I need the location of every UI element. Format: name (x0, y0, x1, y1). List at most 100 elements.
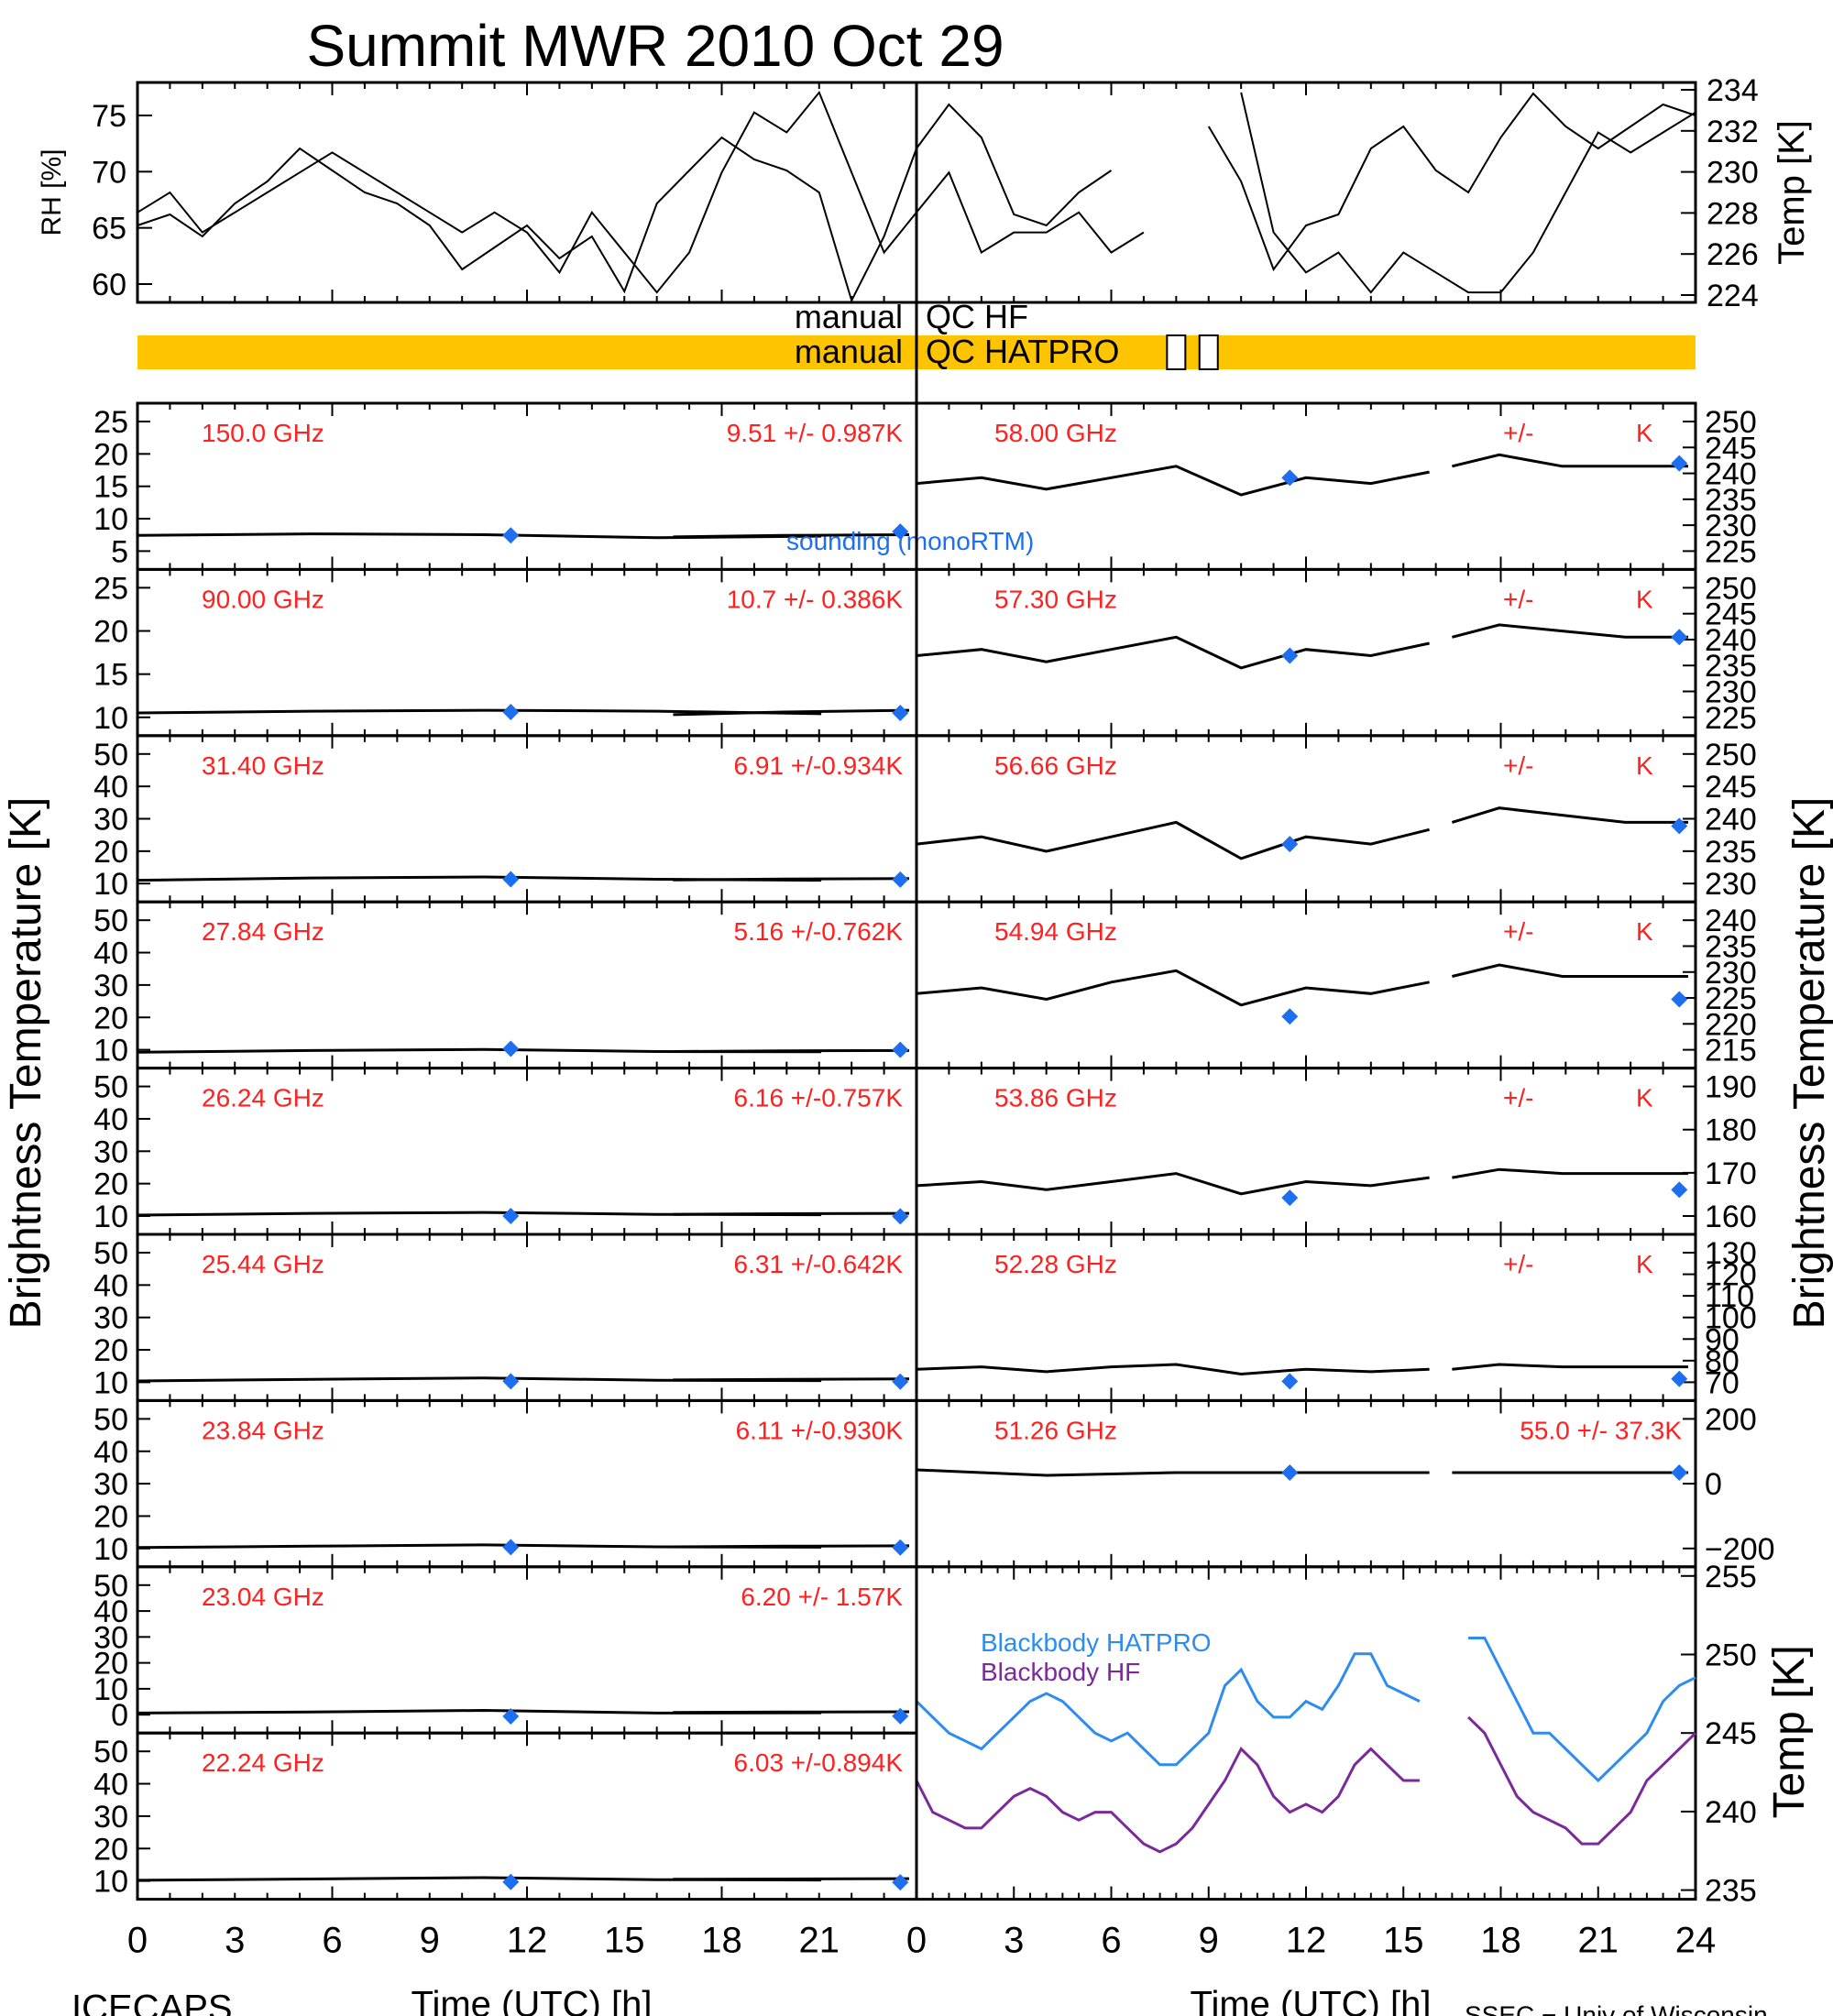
rh-ytick-label: 65 (92, 212, 126, 247)
channel-ytick-label: 15 (93, 658, 128, 693)
channel-ytick-label: 30 (93, 1800, 128, 1835)
x-tick-label: 6 (1101, 1921, 1121, 1961)
sounding-marker (1671, 1181, 1688, 1199)
sounding-marker (502, 704, 520, 721)
sounding-marker (1671, 991, 1688, 1008)
channel-ytick-label: 10 (93, 867, 128, 902)
rh-ytick-label: 75 (92, 99, 126, 134)
channel-line (673, 1048, 910, 1053)
sounding-marker (502, 1708, 520, 1726)
channel-ytick-label: 20 (93, 1333, 128, 1368)
channel-ytick-label: 10 (93, 701, 128, 736)
x-tick-label: 21 (799, 1921, 840, 1961)
x-tick-label: 3 (225, 1921, 245, 1961)
channel-ytick-label: 30 (93, 803, 128, 838)
channel-ytick-label: 10 (93, 1865, 128, 1900)
x-tick-label: 9 (1199, 1921, 1219, 1961)
channel-ytick-label: 30 (93, 1301, 128, 1336)
channel-ytick-label: 0 (111, 1698, 128, 1733)
channel-ytick-label: 30 (93, 969, 128, 1003)
x-tick-label: 15 (604, 1921, 645, 1961)
temp-ytick-label: 226 (1707, 237, 1759, 272)
sounding-marker (892, 1041, 909, 1058)
channel-ytick-label: 225 (1705, 981, 1757, 1016)
sounding-marker (892, 1208, 909, 1225)
channel-stat-label: 6.20 +/- 1.57K (741, 1583, 903, 1611)
channel-ytick-label: 215 (1705, 1034, 1757, 1068)
channel-ytick-label: 20 (93, 835, 128, 870)
sounding-marker (1671, 1370, 1688, 1387)
channel-stat-label: 6.31 +/-0.642K (734, 1250, 904, 1278)
temp-ytick-label: 232 (1707, 115, 1759, 149)
channel-ytick-label: 235 (1705, 483, 1757, 518)
channel-ytick-label: 10 (93, 1034, 128, 1068)
channel-line (1452, 623, 1688, 639)
channel-line (1452, 1167, 1688, 1179)
sounding-marker (892, 871, 909, 888)
channel-ytick-label: 10 (93, 1532, 128, 1567)
x-axis-label-right: Time (UTC) [h] (1191, 1985, 1432, 2016)
legend-hf: Blackbody HF (981, 1658, 1140, 1686)
rh-axis-label: RH [%] (37, 148, 67, 236)
channel-stat-label: +/- (1503, 1084, 1533, 1112)
channel-ytick-label: 240 (1705, 904, 1757, 938)
channel-ytick-label: 40 (93, 770, 128, 805)
channel-line (673, 1211, 910, 1216)
channel-ytick-label: −200 (1705, 1532, 1775, 1567)
channel-ytick-label: 30 (93, 1467, 128, 1502)
footer-left: ICECAPS (71, 1989, 233, 2016)
sounding-marker (502, 871, 520, 888)
channel-ytick-label: 110 (1705, 1279, 1754, 1314)
channel-stat-label: K (1636, 917, 1653, 946)
sounding-marker (1671, 629, 1688, 646)
channel-ytick-label: 20 (93, 1167, 128, 1202)
channel-ytick-label: 20 (93, 1647, 128, 1682)
channel-line (673, 1710, 910, 1715)
channel-stat-label: +/- (1503, 419, 1533, 447)
channel-ytick-label: 250 (1705, 405, 1757, 440)
temp-ytick-label: 224 (1707, 279, 1759, 313)
channel-ytick-label: 0 (1705, 1467, 1722, 1502)
qc-hf-label: manual (795, 298, 903, 335)
sounding-marker (502, 1373, 520, 1390)
sounding-marker (1671, 817, 1688, 835)
brightness-axis-label-left: Brightness Temperature [K] (2, 797, 50, 1330)
channel-ytick-label: 245 (1705, 597, 1757, 632)
x-tick-label: 0 (906, 1921, 927, 1961)
sounding-marker (1671, 455, 1688, 472)
channel-ytick-label: 130 (1705, 1236, 1757, 1271)
rh-ytick-label: 70 (92, 155, 126, 190)
channel-line (1452, 963, 1688, 978)
channel-ytick-label: 50 (93, 1070, 128, 1105)
channel-freq-label: 22.24 GHz (202, 1748, 324, 1777)
channel-ytick-label: 40 (93, 937, 128, 971)
chart-title: Summit MWR 2010 Oct 29 (306, 13, 1004, 79)
channel-line (916, 465, 1430, 497)
channel-ytick-label: 50 (93, 1735, 128, 1769)
qc-hf-label: QC HF (926, 298, 1028, 335)
channel-ytick-label: 225 (1705, 701, 1757, 736)
x-tick-label: 6 (322, 1921, 342, 1961)
channel-ytick-label: 15 (93, 470, 128, 505)
qc-hatpro-label: manual (795, 333, 903, 370)
channel-ytick-label: 40 (93, 1594, 128, 1629)
brightness-axis-label-right: Brightness Temperature [K] (1785, 797, 1833, 1330)
channel-stat-label: 9.51 +/- 0.987K (727, 419, 904, 447)
channel-ytick-label: 225 (1705, 534, 1757, 569)
channel-ytick-label: 230 (1705, 867, 1757, 902)
channel-stat-label: 55.0 +/- 37.3K (1520, 1416, 1682, 1444)
blackbody-ytick-label: 245 (1705, 1716, 1757, 1751)
channel-line (916, 1468, 1430, 1477)
channel-line (137, 708, 822, 716)
channel-ytick-label: 50 (93, 1402, 128, 1437)
channel-ytick-label: 245 (1705, 770, 1757, 805)
x-tick-label: 18 (701, 1921, 742, 1961)
channel-freq-label: 23.04 GHz (202, 1583, 324, 1611)
channel-ytick-label: 160 (1705, 1200, 1757, 1234)
channel-ytick-label: 230 (1705, 509, 1757, 543)
x-tick-label: 15 (1383, 1921, 1424, 1961)
channel-stat-label: +/- (1503, 917, 1533, 946)
sounding-marker (1281, 1008, 1299, 1025)
channel-stat-label: 6.03 +/-0.894K (734, 1748, 904, 1777)
